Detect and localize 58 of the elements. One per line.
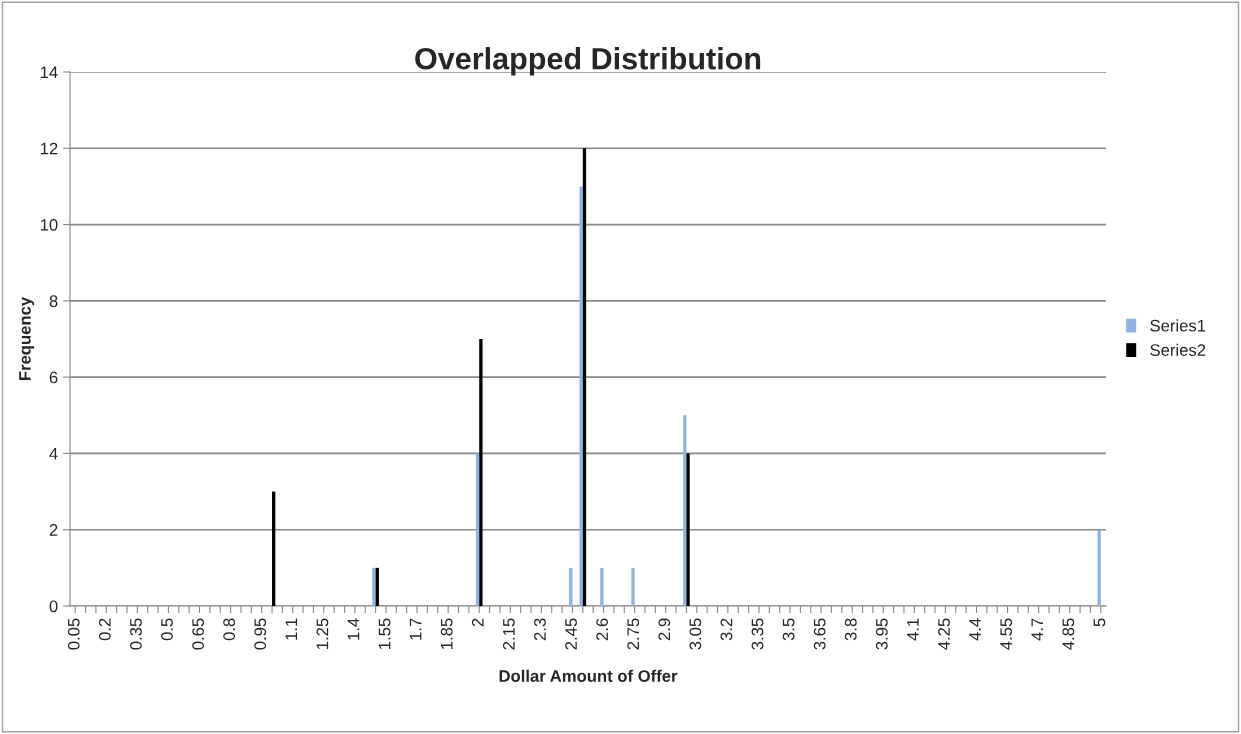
bar [479,339,483,606]
x-tick-label: 3.65 [813,618,826,650]
x-tick-label: 0.5 [161,618,173,641]
x-tick-label: 4.7 [1031,618,1043,641]
x-tick-label: 5 [1093,618,1106,627]
x-tick-label: 2.6 [596,618,609,641]
x-tick-label: 0.65 [192,618,204,650]
x-tick-label: 4.4 [969,618,981,641]
y-tick-label: 2 [49,524,58,536]
x-tick-label: 1.4 [347,618,360,640]
x-tick-label: 3.5 [782,618,795,641]
bar [579,186,583,606]
y-tick-label: 14 [40,66,58,79]
x-tick-label: 4.55 [1000,618,1013,650]
y-tick-label: 0 [49,600,58,613]
x-tick-label: 1.7 [409,618,422,640]
y-axis-title: Frequency [19,296,35,381]
x-tick-label: 3.95 [875,618,888,650]
x-tick-label: 3.8 [844,618,857,641]
x-tick-label: 2.3 [534,618,546,641]
y-tick-label: 6 [49,371,58,384]
x-tick-label: 2.15 [502,618,515,650]
y-tick-label: 12 [40,142,58,155]
y-tick-label: 8 [49,295,58,308]
bar [475,453,480,606]
x-axis-title: Dollar Amount of Offer [499,669,678,682]
x-tick-label: 4.25 [938,618,950,650]
chart-title: Overlapped Distribution [415,47,761,76]
bar [600,567,604,606]
x-tick-label: 1.25 [316,618,329,649]
x-tick-label: 1.55 [378,618,391,649]
x-tick-label: 2.75 [627,618,640,650]
x-tick-label: 1.85 [440,618,453,649]
x-tick-label: 4.85 [1062,618,1075,650]
legend-label: Series1 [1150,319,1206,332]
x-tick-label: 2 [471,618,484,627]
bar [1097,529,1101,606]
x-tick-label: 0.05 [67,618,80,650]
x-tick-label: 3.35 [751,618,764,650]
legend-label: Series2 [1150,343,1206,356]
bar [582,148,587,606]
bar [631,567,635,606]
bar [272,491,276,606]
x-tick-label: 0.8 [223,618,236,641]
x-tick-label: 4.1 [907,618,919,641]
bar [569,567,573,606]
x-tick-label: 2.45 [565,618,577,650]
x-tick-label: 0.2 [98,618,111,641]
x-tick-label: 3.05 [689,618,702,650]
x-tick-label: 1.1 [285,618,298,640]
y-tick-label: 10 [40,218,58,231]
y-tick-label: 4 [49,448,58,460]
x-tick-label: 0.35 [130,618,142,650]
x-tick-label: 3.2 [720,618,733,641]
x-tick-label: 2.9 [658,618,671,641]
bar [683,415,687,606]
bar [686,453,690,606]
x-tick-label: 0.95 [254,618,267,650]
